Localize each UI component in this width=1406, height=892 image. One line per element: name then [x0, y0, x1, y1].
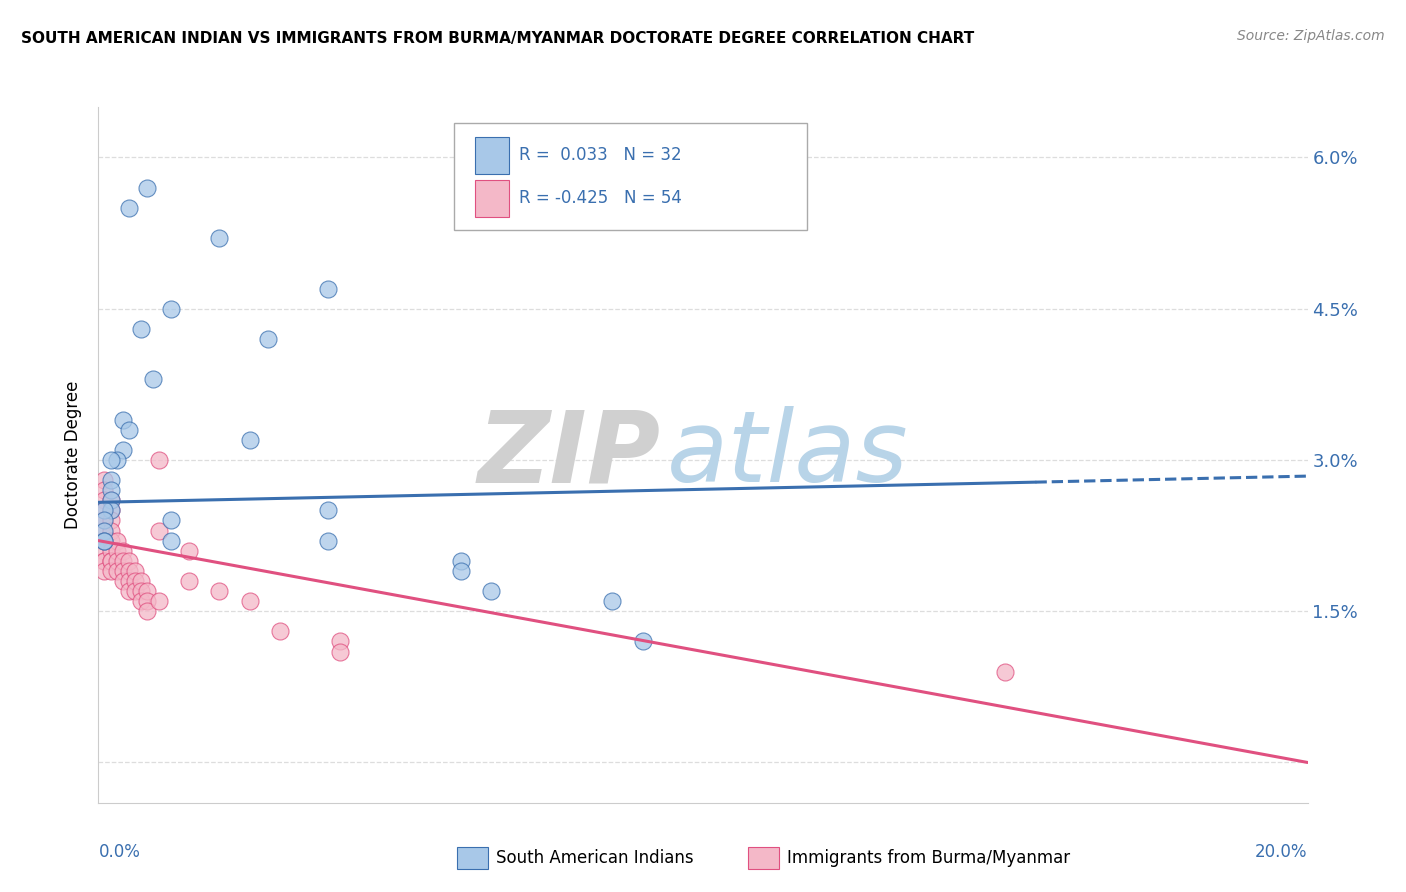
Point: [93, 483, 115, 498]
Point: [316, 503, 339, 517]
Point: [148, 594, 170, 608]
Point: [129, 594, 152, 608]
Point: [450, 564, 472, 578]
Point: [135, 604, 157, 618]
Point: [111, 412, 134, 426]
Point: [118, 574, 141, 588]
Text: 0.0%: 0.0%: [98, 843, 141, 861]
Point: [93, 493, 115, 508]
Point: [93, 513, 115, 527]
Point: [105, 564, 128, 578]
Point: [124, 574, 146, 588]
Point: [100, 493, 122, 508]
Point: [111, 564, 134, 578]
Point: [111, 574, 134, 588]
Point: [316, 281, 339, 295]
Point: [256, 332, 278, 346]
Point: [179, 574, 201, 588]
Point: [631, 634, 654, 648]
Point: [111, 543, 134, 558]
Point: [329, 644, 352, 658]
Point: [93, 503, 115, 517]
Point: [105, 554, 128, 568]
Point: [602, 594, 624, 608]
Point: [93, 564, 115, 578]
Point: [93, 543, 115, 558]
Point: [118, 564, 141, 578]
Point: [93, 473, 115, 487]
Point: [118, 201, 141, 215]
Text: R =  0.033   N = 32: R = 0.033 N = 32: [519, 146, 682, 164]
Point: [100, 503, 122, 517]
Point: [135, 594, 157, 608]
Point: [239, 594, 262, 608]
Point: [100, 503, 122, 517]
Point: [316, 533, 339, 548]
Point: [100, 533, 122, 548]
Point: [93, 533, 115, 548]
Point: [93, 524, 115, 538]
Point: [142, 372, 165, 386]
Point: [239, 433, 262, 447]
Point: [111, 442, 134, 457]
Text: South American Indians: South American Indians: [496, 849, 695, 867]
Point: [100, 513, 122, 527]
Point: [124, 564, 146, 578]
Point: [100, 543, 122, 558]
Point: [148, 524, 170, 538]
Point: [148, 453, 170, 467]
Point: [93, 513, 115, 527]
Point: [208, 584, 231, 599]
Point: [129, 574, 152, 588]
Point: [105, 543, 128, 558]
Text: atlas: atlas: [666, 407, 908, 503]
Point: [93, 533, 115, 548]
Point: [100, 554, 122, 568]
Point: [118, 554, 141, 568]
Point: [100, 473, 122, 487]
Text: Source: ZipAtlas.com: Source: ZipAtlas.com: [1237, 29, 1385, 43]
Point: [105, 453, 128, 467]
Point: [135, 584, 157, 599]
Point: [118, 584, 141, 599]
Point: [100, 493, 122, 508]
Point: [100, 524, 122, 538]
Text: ZIP: ZIP: [478, 407, 661, 503]
Text: SOUTH AMERICAN INDIAN VS IMMIGRANTS FROM BURMA/MYANMAR DOCTORATE DEGREE CORRELAT: SOUTH AMERICAN INDIAN VS IMMIGRANTS FROM…: [21, 31, 974, 46]
Y-axis label: Doctorate Degree: Doctorate Degree: [65, 381, 83, 529]
Point: [100, 564, 122, 578]
Point: [329, 634, 352, 648]
Point: [93, 554, 115, 568]
Text: 20.0%: 20.0%: [1256, 843, 1308, 861]
Point: [129, 322, 152, 336]
Point: [93, 533, 115, 548]
Point: [208, 231, 231, 245]
Point: [450, 554, 472, 568]
Point: [93, 554, 115, 568]
Point: [481, 584, 503, 599]
Point: [100, 453, 122, 467]
Point: [269, 624, 291, 639]
Point: [135, 180, 157, 194]
Point: [160, 533, 183, 548]
Point: [160, 513, 183, 527]
Point: [93, 513, 115, 527]
Point: [124, 584, 146, 599]
Point: [179, 543, 201, 558]
Point: [93, 503, 115, 517]
Point: [111, 554, 134, 568]
Point: [118, 423, 141, 437]
Point: [100, 554, 122, 568]
Point: [93, 533, 115, 548]
Text: Immigrants from Burma/Myanmar: Immigrants from Burma/Myanmar: [787, 849, 1070, 867]
Point: [105, 533, 128, 548]
Text: R = -0.425   N = 54: R = -0.425 N = 54: [519, 189, 682, 207]
Point: [129, 584, 152, 599]
Point: [93, 524, 115, 538]
Point: [100, 483, 122, 498]
Point: [994, 665, 1017, 679]
Point: [160, 301, 183, 316]
